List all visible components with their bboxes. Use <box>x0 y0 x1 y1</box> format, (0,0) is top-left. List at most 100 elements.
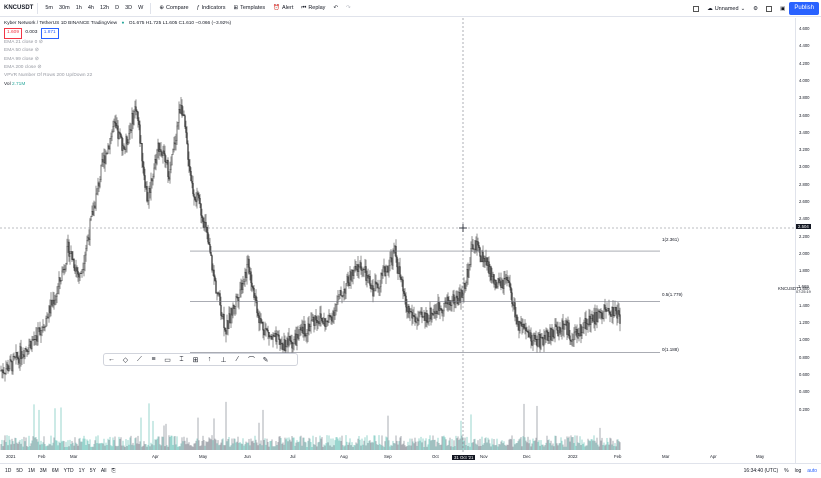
auto-toggle[interactable]: auto <box>807 468 817 474</box>
range-5D[interactable]: 5D <box>16 468 23 474</box>
candle-body <box>181 104 183 116</box>
interval-4h[interactable]: 4h <box>87 5 94 11</box>
arrow-up-icon[interactable]: ↑ <box>207 356 212 363</box>
candle-body <box>605 309 607 312</box>
interval-5m[interactable]: 5m <box>45 5 53 11</box>
interval-30m[interactable]: 30m <box>58 5 70 11</box>
interval-W[interactable]: W <box>138 5 144 11</box>
eye-off-icon[interactable]: ⊘ <box>34 56 39 62</box>
curve-icon[interactable]: ⌒ <box>248 356 255 364</box>
time-axis[interactable]: 2021 Feb Mar Apr May Jun Jul Aug Sep Oct Nov Dec 202… <box>0 452 795 462</box>
interval-12h[interactable]: 12h <box>99 5 110 11</box>
fib-retracement[interactable] <box>190 250 660 353</box>
symbol-search[interactable]: KNCUSDT <box>4 5 34 11</box>
log-toggle[interactable]: log <box>794 468 802 474</box>
interval-D[interactable]: D <box>115 5 120 11</box>
candle-body <box>3 372 5 374</box>
candle-body <box>426 313 428 323</box>
volume-bar <box>226 441 228 450</box>
range-YTD[interactable]: YTD <box>63 468 74 474</box>
indicator-ema99[interactable]: EMA 99 close ⊘ <box>4 56 231 64</box>
candle-body <box>441 309 443 314</box>
eye-off-icon[interactable]: ⊘ <box>37 65 42 71</box>
buy-price[interactable]: 1.871 <box>40 28 59 39</box>
interval-3D[interactable]: 3D <box>125 5 133 11</box>
range-6M[interactable]: 6M <box>51 468 59 474</box>
range-1Y[interactable]: 1Y <box>78 468 85 474</box>
clock-time[interactable]: 16:34:40 (UTC) <box>743 468 779 474</box>
pen-icon[interactable]: ✎ <box>262 356 269 364</box>
volume-bar <box>526 442 528 450</box>
alert-button[interactable]: ⏰ Alert <box>273 5 293 11</box>
arrow-left-icon[interactable]: ← <box>108 356 115 363</box>
settings-button[interactable]: ⚙ <box>753 6 758 12</box>
volume-bar <box>80 441 82 450</box>
volume-bar <box>502 443 504 450</box>
chart-canvas[interactable] <box>0 18 795 463</box>
eye-off-icon[interactable]: ⊘ <box>38 39 43 45</box>
volume-bar <box>91 446 93 450</box>
range-5Y[interactable]: 5Y <box>89 468 96 474</box>
brackets-icon[interactable]: ⌶ <box>179 355 184 363</box>
publish-button[interactable]: Publish <box>789 2 819 15</box>
volume-bar <box>338 440 340 450</box>
templates-button[interactable]: ⊞ Templates <box>234 5 266 11</box>
indicator-vpvr[interactable]: VPVR Number Of Rows 200 Up/Down 22 <box>4 72 231 80</box>
diamond-icon[interactable]: ◇ <box>122 356 129 364</box>
candle-body <box>492 274 494 277</box>
price-axis[interactable]: 4.600 4.400 4.200 4.000 3.800 3.600 3.400 3.200… <box>795 18 821 463</box>
range-1D[interactable]: 1D <box>5 468 12 474</box>
volume-bar <box>220 442 222 450</box>
redo-button[interactable]: ↷ <box>346 5 351 11</box>
layout-button[interactable] <box>693 5 700 12</box>
indicator-label: VPVR Number Of Rows 200 Up/Down 22 <box>4 73 93 79</box>
goto-date-icon[interactable]: ⎘ <box>111 468 116 474</box>
candle-body <box>96 188 98 195</box>
candle-body <box>364 266 366 270</box>
table-icon[interactable]: ⊞ <box>192 356 199 364</box>
interval-1h[interactable]: 1h <box>75 5 82 11</box>
volume-bar <box>103 438 105 450</box>
fullscreen-button[interactable] <box>766 5 773 12</box>
undo-button[interactable]: ↶ <box>333 5 338 11</box>
candle-body <box>498 278 500 283</box>
volume-bar <box>126 446 128 450</box>
trend-line-icon[interactable]: ⟋ <box>137 355 142 363</box>
candle-body <box>315 315 317 321</box>
percent-toggle[interactable]: % <box>784 468 789 474</box>
hlines-icon[interactable]: ≡ <box>151 356 156 363</box>
volume-bar <box>583 442 585 450</box>
measure-icon[interactable]: ⊥ <box>220 356 227 364</box>
brush-icon[interactable]: ⁄ <box>236 356 239 363</box>
rectangle-icon[interactable]: ▭ <box>164 356 171 364</box>
candle-body <box>33 339 35 340</box>
layout-name-button[interactable]: ☁ Unnamed ⌄ <box>707 6 745 12</box>
eye-off-icon[interactable]: ⊘ <box>34 48 39 54</box>
snapshot-button[interactable]: ▣ <box>780 6 785 12</box>
candle-body <box>568 322 570 336</box>
range-1M[interactable]: 1M <box>27 468 35 474</box>
indicator-volume[interactable]: Vol 2.71M <box>4 81 231 89</box>
replay-button[interactable]: ⏮ Replay <box>301 5 325 12</box>
range-3M[interactable]: 3M <box>39 468 47 474</box>
indicator-ema200[interactable]: EMA 200 close ⊘ <box>4 64 231 72</box>
candle-body <box>278 334 280 340</box>
indicator-ema21[interactable]: EMA 21 close 0 ⊘ <box>4 39 231 47</box>
candle-body <box>262 322 264 331</box>
volume-bar <box>608 444 610 450</box>
volume-bar <box>441 436 443 450</box>
candle-body <box>19 346 21 364</box>
candle-body <box>614 306 616 316</box>
range-All[interactable]: All <box>100 468 107 474</box>
candle-body <box>80 273 82 274</box>
candle-body <box>16 352 18 358</box>
candle-body <box>411 311 413 319</box>
candle-body <box>515 315 517 318</box>
sell-price[interactable]: 1.609 <box>4 28 23 39</box>
interval-list: 5m 30m 1h 4h 12h D 3D W <box>42 5 146 11</box>
indicator-ema50[interactable]: EMA 50 close ⊘ <box>4 47 231 55</box>
volume-bar <box>349 438 351 450</box>
candle-body <box>540 337 542 349</box>
compare-button[interactable]: ⊕ Compare <box>159 5 188 11</box>
indicators-button[interactable]: ƒ Indicators <box>197 5 226 11</box>
